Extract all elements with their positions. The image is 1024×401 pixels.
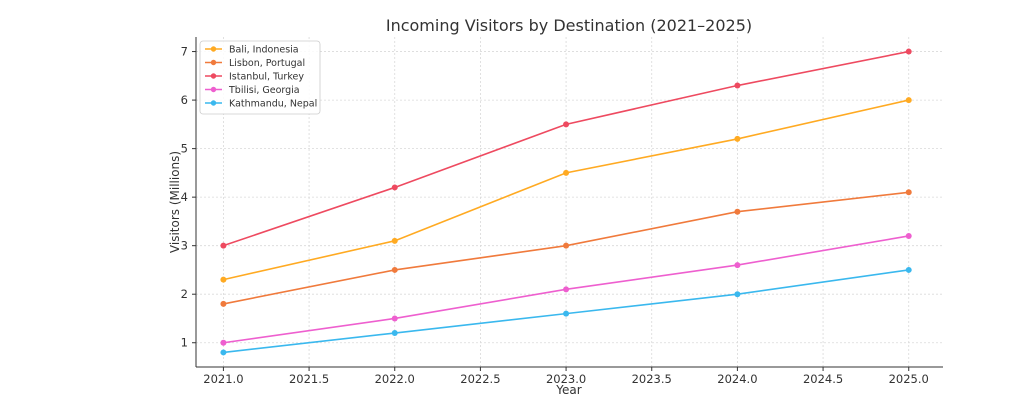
- data-point: [563, 169, 570, 176]
- data-point: [734, 135, 741, 142]
- data-point: [391, 237, 398, 244]
- axes: [195, 37, 943, 368]
- x-tick-label: 2022.0: [375, 372, 415, 386]
- series-4: [220, 266, 912, 356]
- data-point: [734, 262, 741, 269]
- data-point: [905, 48, 912, 55]
- series-2: [220, 48, 912, 249]
- data-point: [220, 300, 227, 307]
- data-point: [563, 310, 570, 317]
- data-point: [734, 208, 741, 215]
- data-point: [734, 291, 741, 298]
- data-point: [220, 339, 227, 346]
- data-point: [563, 286, 570, 293]
- data-point: [391, 330, 398, 337]
- legend-item: Istanbul, Turkey: [205, 72, 304, 83]
- data-point: [220, 242, 227, 249]
- legend: Bali, Indonesia Lisbon, Portugal Istanbul,…: [199, 40, 321, 115]
- legend-label: Tbilisi, Georgia: [228, 85, 300, 96]
- legend-swatch-marker: [210, 46, 217, 52]
- legend-label: Bali, Indonesia: [229, 45, 299, 56]
- series-3: [220, 232, 912, 346]
- x-tick-label: 2022.5: [460, 372, 500, 386]
- legend-label: Istanbul, Turkey: [229, 72, 304, 83]
- legend-item: Kathmandu, Nepal: [205, 99, 317, 110]
- x-tick-label: 2023.5: [632, 372, 672, 386]
- data-point: [220, 349, 227, 356]
- grid-lines: [196, 37, 943, 367]
- legend-item: Lisbon, Portugal: [205, 58, 305, 69]
- legend-box: [199, 40, 321, 115]
- x-tick-label: 2021.5: [289, 372, 329, 386]
- series-1: [220, 189, 912, 307]
- data-point: [391, 184, 398, 191]
- y-tick-label: 3: [181, 239, 188, 253]
- legend-item: Tbilisi, Georgia: [205, 85, 300, 96]
- y-ticks: 1 2 3 4 5 6 7: [181, 45, 196, 350]
- data-point: [905, 266, 912, 273]
- series-0: [220, 97, 912, 283]
- legend-swatch-marker: [210, 100, 217, 106]
- x-axis-label: Year: [555, 383, 581, 397]
- legend-swatch-marker: [210, 59, 217, 66]
- x-ticks: 2021.0 2021.5 2022.0 2022.5 2023.0 2023.5 2024…: [203, 367, 929, 386]
- y-tick-label: 5: [181, 142, 188, 156]
- legend-swatch-marker: [210, 73, 217, 79]
- y-tick-label: 2: [181, 287, 188, 301]
- data-point: [905, 232, 912, 239]
- x-tick-label: 2024.0: [717, 372, 757, 386]
- series: [220, 48, 912, 356]
- data-point: [905, 189, 912, 196]
- x-tick-label: 2021.0: [203, 372, 243, 386]
- y-tick-label: 7: [181, 45, 188, 59]
- chart-title: Incoming Visitors by Destination (2021–2…: [386, 16, 752, 35]
- data-point: [563, 121, 570, 128]
- legend-item: Bali, Indonesia: [205, 45, 299, 56]
- data-point: [734, 82, 741, 89]
- y-tick-label: 1: [181, 336, 188, 350]
- legend-label: Lisbon, Portugal: [229, 58, 305, 69]
- data-point: [391, 315, 398, 322]
- legend-swatch-marker: [210, 86, 217, 93]
- legend-label: Kathmandu, Nepal: [229, 99, 317, 110]
- data-point: [391, 266, 398, 273]
- data-point: [220, 276, 227, 283]
- y-tick-label: 6: [181, 93, 188, 107]
- x-tick-label: 2023.0: [546, 372, 586, 386]
- x-tick-label: 2025.0: [889, 372, 929, 386]
- data-point: [563, 242, 570, 249]
- y-tick-label: 4: [181, 190, 188, 204]
- x-tick-label: 2024.5: [803, 372, 843, 386]
- y-axis-label: Visitors (Millions): [168, 151, 182, 253]
- data-point: [905, 97, 912, 104]
